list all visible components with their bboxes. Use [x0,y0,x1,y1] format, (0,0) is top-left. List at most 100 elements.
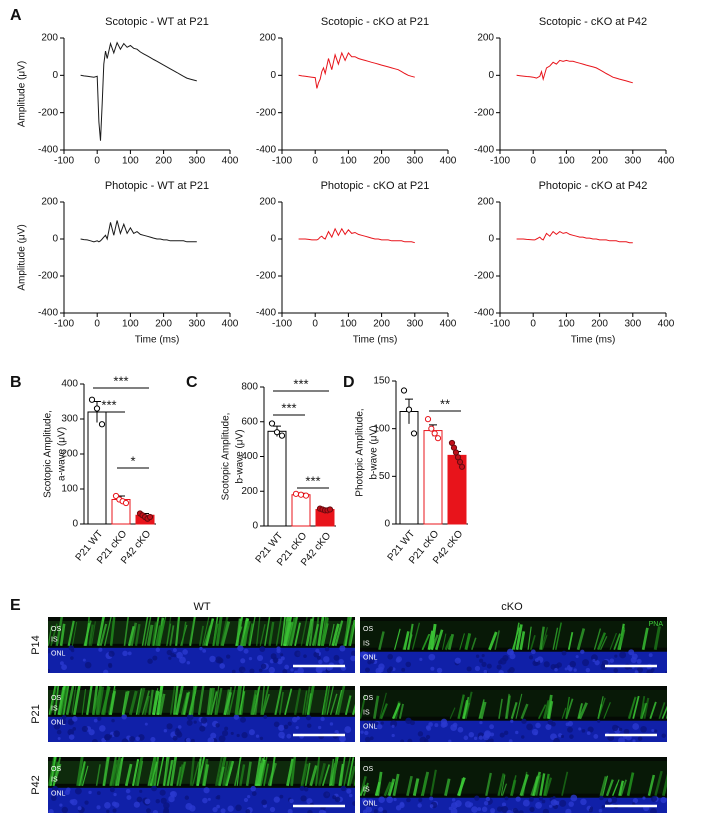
nucleus [173,654,177,658]
cone-streak [103,617,112,646]
x-tick-label: -100 [490,319,510,330]
cone-streak [318,762,326,787]
nucleus [580,649,585,654]
cone-streak [326,686,334,715]
nucleus [474,665,481,672]
cone-streak [183,691,191,716]
cone-streak [158,617,167,646]
cone-streak [620,779,627,796]
panel-letter: E [10,597,21,614]
nucleus [561,650,567,656]
x-tick-label: 0 [312,156,318,167]
cone-streak [127,625,135,647]
layer-label: ONL [51,720,66,727]
nucleus [77,806,82,811]
y-tick-label: 400 [61,379,78,390]
nucleus [245,809,251,813]
nucleus [650,795,657,802]
trace [80,41,197,141]
cone-streak [166,617,172,646]
nucleus [473,736,478,741]
nucleus [172,735,178,741]
nucleus [399,801,405,807]
cone-streak [128,690,138,716]
cone-streak [593,628,602,650]
nucleus [405,717,412,724]
x-axis-label: Time (ms) [353,335,398,346]
cone-streak [309,765,318,787]
layer-label: ONL [51,651,66,658]
cone-streak [300,763,309,787]
nucleus [504,796,509,801]
nucleus [530,649,536,655]
nucleus [152,655,158,661]
cone-streak [613,633,621,651]
nucleus [498,670,504,673]
nucleus [56,729,62,735]
nucleus [483,669,488,673]
data-point [410,430,418,437]
y-tick-label: 50 [379,471,391,482]
nucleus [88,729,95,736]
x-tick-label: -100 [54,319,74,330]
cone-streak [360,784,367,797]
nucleus [528,655,534,660]
cone-streak [601,775,609,796]
nucleus [377,724,383,730]
cone-streak [599,635,608,650]
cone-streak [609,632,617,650]
os-glow [48,761,355,784]
layer-label: IS [363,710,370,717]
y-tick-label: 200 [41,197,58,208]
nucleus [238,666,246,673]
cone-streak [136,687,146,716]
y-tick-label: 0 [488,70,494,81]
significance-label: *** [113,373,128,388]
nucleus [365,806,373,813]
cone-streak [155,625,162,647]
nucleus [630,656,637,664]
nucleus [429,796,434,801]
cone-streak [392,773,400,796]
cone-streak [661,705,667,720]
cone-streak [249,617,256,646]
nucleus [548,804,553,808]
cone-streak [122,690,130,716]
nucleus [241,732,248,739]
nucleus [451,798,456,802]
layer-label: IS [51,706,58,713]
nucleus [510,719,514,723]
cone-streak [527,626,532,650]
layer-label: ONL [51,791,66,798]
cone-streak [144,617,152,646]
cone-streak [224,760,235,787]
nucleus [212,806,218,813]
nucleus [526,723,533,731]
row-label: P14 [30,635,42,655]
cone-streak [304,762,311,786]
nucleus [371,652,377,659]
significance-label: ** [440,396,450,411]
cone-streak [202,617,210,646]
nucleus [98,647,103,652]
nucleus [231,669,236,673]
bar [291,494,311,527]
cone-streak [309,617,315,646]
nucleus [202,648,207,653]
nucleus [185,737,191,742]
cone-streak [305,618,313,647]
y-tick-label: 200 [41,33,58,44]
nucleus [290,668,294,672]
cone-streak [264,617,271,646]
cone-streak [398,703,405,719]
cone-streak [353,778,355,786]
nucleus [454,657,461,664]
cone-streak [54,686,60,715]
nucleus [501,802,507,807]
nucleus [276,648,281,654]
cone-streak [471,637,477,650]
nucleus [489,738,494,742]
y-tick-label: -200 [38,107,58,118]
nucleus [249,668,255,673]
nucleus [369,658,375,664]
